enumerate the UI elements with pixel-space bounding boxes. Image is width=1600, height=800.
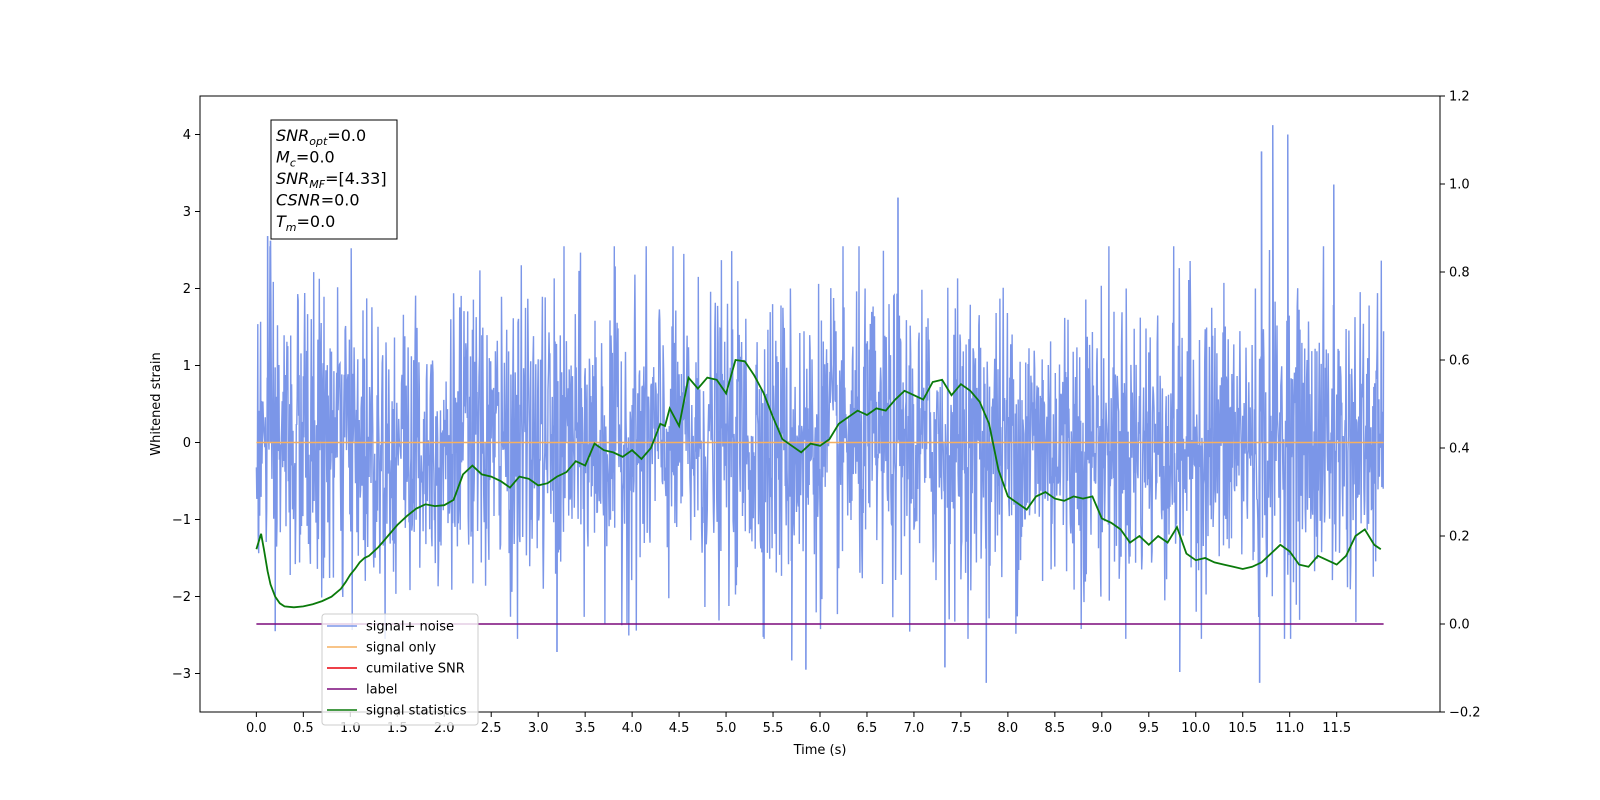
y-left-tick-label: 0 <box>183 436 191 451</box>
y-left-tick-label: 2 <box>183 282 191 297</box>
legend-label: label <box>366 683 397 698</box>
x-tick-label: 3.5 <box>575 721 596 736</box>
y-right-tick-label: 0.0 <box>1449 618 1470 633</box>
x-tick-label: 11.0 <box>1275 721 1304 736</box>
legend-label: cumilative SNR <box>366 662 465 677</box>
x-tick-label: 4.5 <box>669 721 690 736</box>
x-tick-label: 10.0 <box>1181 721 1210 736</box>
x-tick-label: 9.0 <box>1091 721 1112 736</box>
legend-label: signal+ noise <box>366 620 454 635</box>
x-tick-label: 8.5 <box>1045 721 1066 736</box>
x-tick-label: 6.5 <box>857 721 878 736</box>
annotation-box-frame <box>270 119 398 240</box>
x-tick-label: 0.0 <box>246 721 267 736</box>
y-right-tick-label: 1.2 <box>1449 90 1470 105</box>
series-signal-noise-line <box>255 125 1385 683</box>
x-tick-label: 2.5 <box>481 721 502 736</box>
x-tick-label: 7.5 <box>951 721 972 736</box>
y-left-tick-label: −3 <box>172 667 191 682</box>
axis-ticks: 0.0 0.5 1.0 1.5 2.0 2.5 3.0 3.5 4.0 4.5 5.0 5.5 6.0 6… <box>172 90 1481 737</box>
legend: signal+ noise signal only cumilative SNR la… <box>321 613 479 726</box>
x-tick-label: 8.0 <box>998 721 1019 736</box>
x-tick-label: 7.0 <box>904 721 925 736</box>
legend-label: signal only <box>366 641 436 656</box>
y-left-tick-label: 1 <box>183 359 191 374</box>
x-tick-label: 6.0 <box>810 721 831 736</box>
x-tick-label: 5.5 <box>763 721 784 736</box>
y-left-tick-label: 4 <box>183 128 191 143</box>
annotation-line: Mc=0.0 <box>276 148 335 170</box>
y-left-tick-label: −2 <box>172 590 191 605</box>
y-right-tick-label: 0.4 <box>1449 442 1470 457</box>
x-tick-label: 9.5 <box>1138 721 1159 736</box>
annotation-line: SNRopt=0.0 <box>276 126 366 148</box>
x-tick-label: 3.0 <box>528 721 549 736</box>
x-tick-label: 4.0 <box>622 721 643 736</box>
y-right-tick-label: 1.0 <box>1449 178 1470 193</box>
y-axis-label: Whitened strain <box>149 352 164 455</box>
annotation-line: CSNR=0.0 <box>276 191 360 210</box>
legend-frame <box>321 613 479 726</box>
y-left-tick-label: −1 <box>172 513 191 528</box>
y-right-tick-label: −0.2 <box>1449 706 1481 721</box>
x-tick-label: 11.5 <box>1322 721 1351 736</box>
series-signal-statistics-line <box>255 358 1382 609</box>
x-axis-label: Time (s) <box>793 743 847 758</box>
y-right-tick-label: 0.6 <box>1449 354 1470 369</box>
x-tick-label: 0.5 <box>293 721 314 736</box>
annotation-line: SNRMF=[4.33] <box>276 169 387 191</box>
x-tick-label: 10.5 <box>1228 721 1257 736</box>
x-tick-label: 5.0 <box>716 721 737 736</box>
y-right-tick-label: 0.2 <box>1449 530 1470 545</box>
legend-label: signal statistics <box>366 704 467 719</box>
y-left-tick-label: 3 <box>183 205 191 220</box>
annotation-line: Tm=0.0 <box>276 212 335 234</box>
y-right-tick-label: 0.8 <box>1449 266 1470 281</box>
